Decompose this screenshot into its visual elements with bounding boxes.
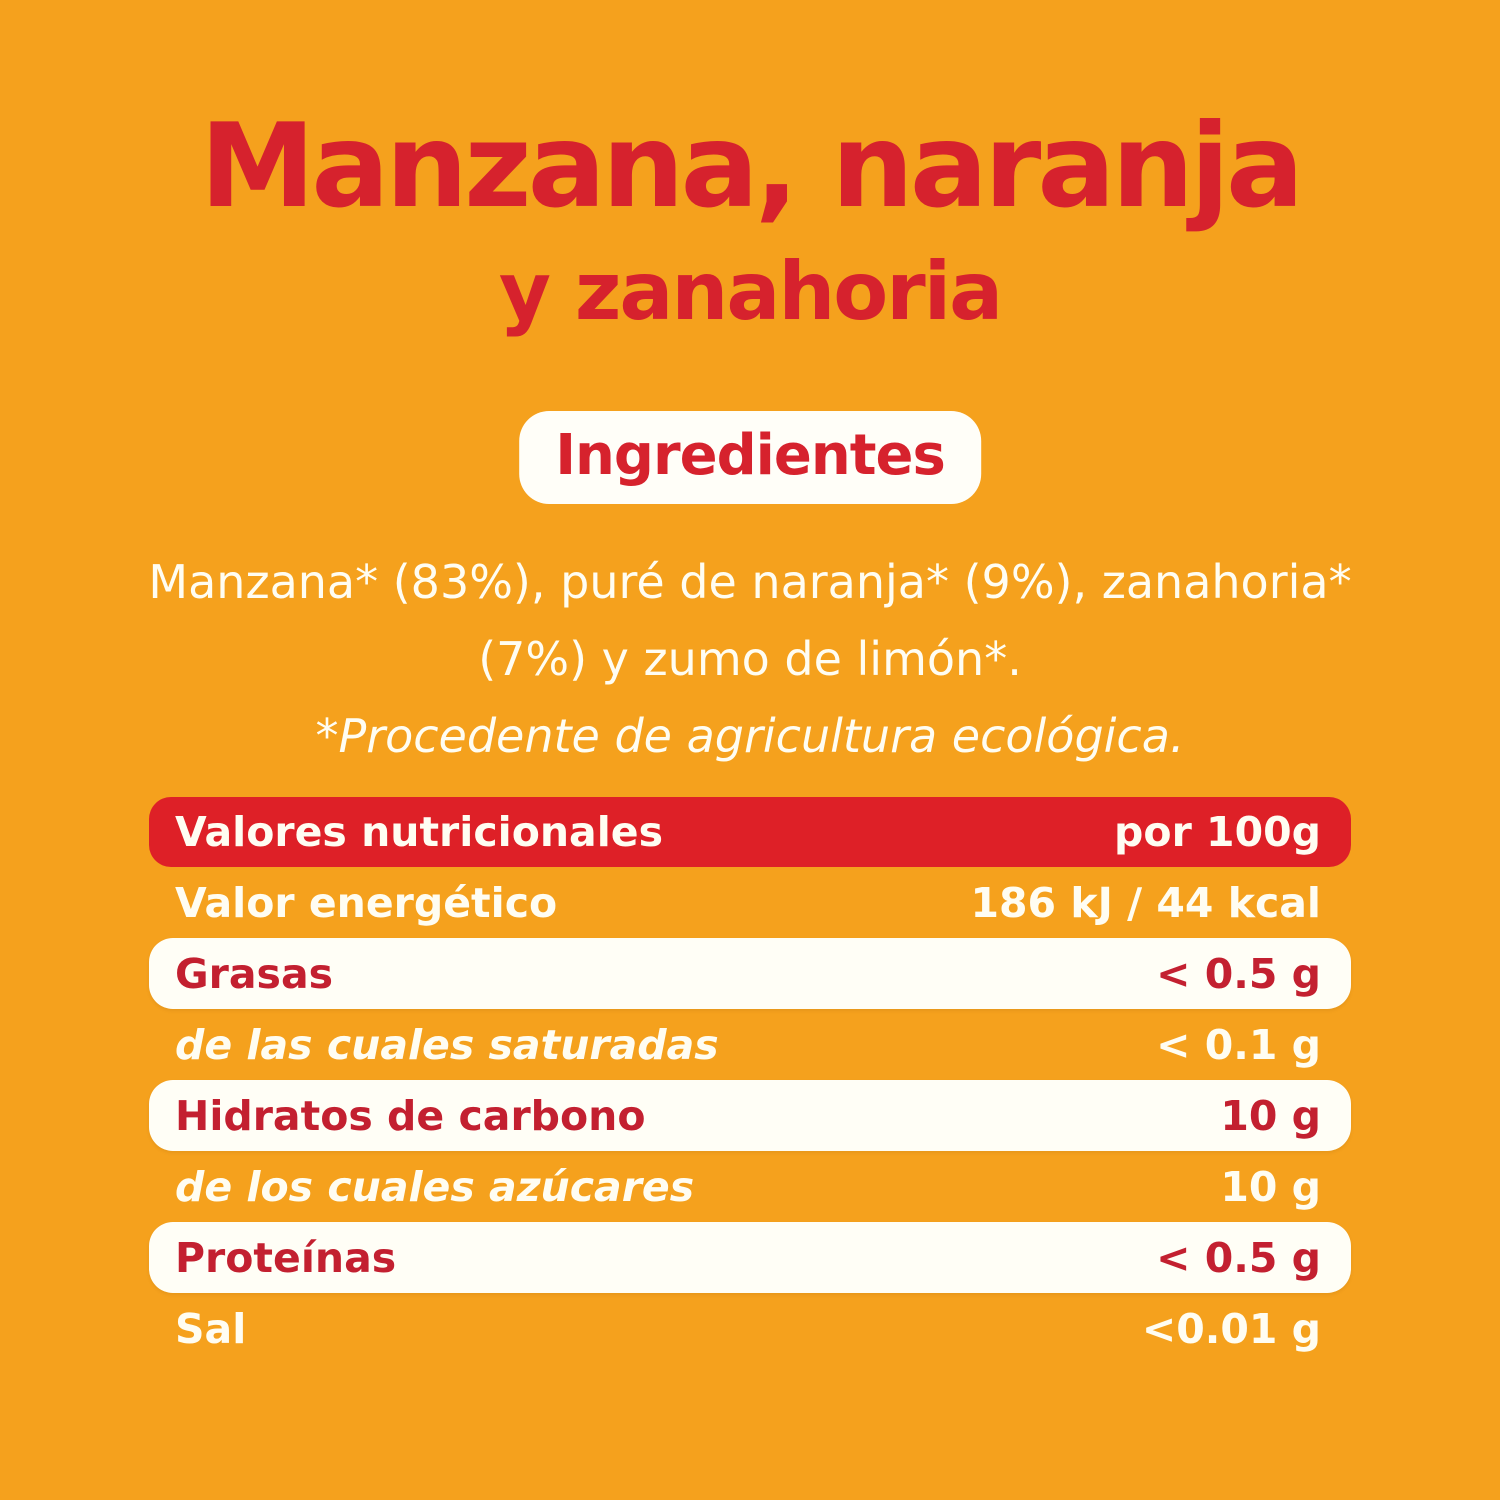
ingredients-text: Manzana* (83%), puré de naranja* (9%), z… xyxy=(0,544,1500,698)
table-row: Hidratos de carbono 10 g xyxy=(149,1080,1351,1151)
row-label: Grasas xyxy=(175,949,334,998)
row-label: de las cuales saturadas xyxy=(175,1020,719,1069)
table-row: Grasas < 0.5 g xyxy=(149,938,1351,1009)
organic-origin-note: *Procedente de agricultura ecológica. xyxy=(315,709,1185,763)
nutrition-table-body: Valor energético 186 kJ / 44 kcal Grasas… xyxy=(149,867,1351,1364)
nutrition-header-value: por 100g xyxy=(1114,808,1321,856)
row-value: <0.01 g xyxy=(1141,1304,1321,1353)
row-label: de los cuales azúcares xyxy=(175,1162,695,1211)
product-title-line1: Manzana, naranja xyxy=(199,99,1304,234)
row-value: < 0.5 g xyxy=(1156,949,1321,998)
row-value: 10 g xyxy=(1220,1091,1321,1140)
table-row: Valor energético 186 kJ / 44 kcal xyxy=(149,867,1351,938)
table-row: de los cuales azúcares 10 g xyxy=(149,1151,1351,1222)
table-row: Sal <0.01 g xyxy=(149,1293,1351,1364)
row-value: 10 g xyxy=(1220,1162,1321,1211)
row-label: Valor energético xyxy=(175,878,558,927)
ingredients-text-line1: Manzana* (83%), puré de naranja* (9%), z… xyxy=(148,555,1352,609)
row-value: < 0.1 g xyxy=(1156,1020,1321,1069)
product-title-line2: y zanahoria xyxy=(498,245,1003,338)
row-value: < 0.5 g xyxy=(1156,1233,1321,1282)
row-label: Proteínas xyxy=(175,1233,397,1282)
ingredients-badge: Ingredientes xyxy=(519,411,981,504)
table-row: Proteínas < 0.5 g xyxy=(149,1222,1351,1293)
row-value: 186 kJ / 44 kcal xyxy=(970,878,1321,927)
row-label: Sal xyxy=(175,1304,247,1353)
table-row: de las cuales saturadas < 0.1 g xyxy=(149,1009,1351,1080)
nutrition-header-label: Valores nutricionales xyxy=(175,808,663,856)
nutrition-table-header: Valores nutricionales por 100g xyxy=(149,797,1351,867)
row-label: Hidratos de carbono xyxy=(175,1091,646,1140)
nutrition-table: Valores nutricionales por 100g Valor ene… xyxy=(149,797,1351,1364)
ingredients-text-line2: (7%) y zumo de limón*. xyxy=(478,632,1022,686)
